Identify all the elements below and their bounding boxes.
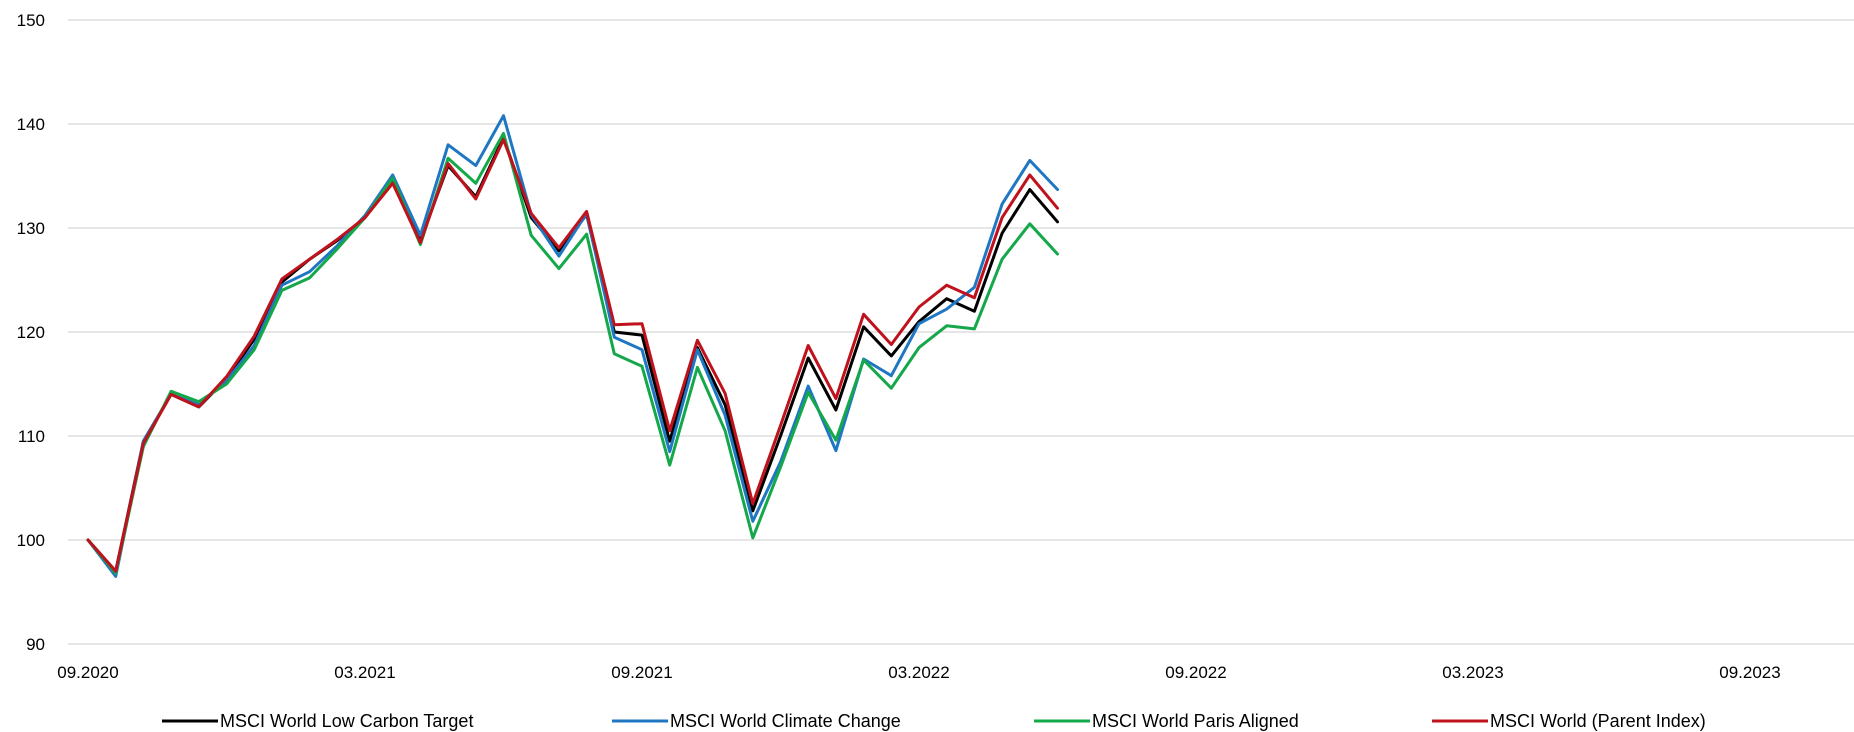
y-tick-label: 140 xyxy=(17,115,45,134)
plot-series xyxy=(86,114,1059,578)
y-tick-label: 100 xyxy=(17,531,45,550)
legend-item: MSCI World Low Carbon Target xyxy=(162,711,473,731)
y-tick-label: 150 xyxy=(17,11,45,30)
x-tick-label: 09.2022 xyxy=(1165,663,1226,682)
y-tick-label: 90 xyxy=(26,635,45,654)
legend: MSCI World Low Carbon Target MSCI World C… xyxy=(162,711,1706,731)
legend-label: MSCI World Paris Aligned xyxy=(1092,711,1299,731)
x-tick-label: 09.2021 xyxy=(611,663,672,682)
x-axis: 09.2020 03.2021 09.2021 03.2022 09.2022 03.20… xyxy=(57,663,1780,682)
y-axis: 90 100 110 120 130 140 150 xyxy=(17,11,45,654)
series-line-3 xyxy=(86,131,1059,575)
x-tick-label: 03.2021 xyxy=(334,663,395,682)
legend-item: MSCI World Climate Change xyxy=(612,711,901,731)
x-tick-label: 09.2023 xyxy=(1719,663,1780,682)
y-tick-label: 110 xyxy=(18,427,45,446)
series-line-4 xyxy=(86,138,1059,573)
legend-label: MSCI World Climate Change xyxy=(670,711,901,731)
x-tick-label: 09.2020 xyxy=(57,663,118,682)
legend-item: MSCI World Paris Aligned xyxy=(1034,711,1299,731)
x-tick-label: 03.2023 xyxy=(1442,663,1503,682)
y-tick-label: 130 xyxy=(17,219,45,238)
gridlines xyxy=(68,19,1854,645)
series-line-2 xyxy=(86,114,1059,578)
y-tick-label: 120 xyxy=(17,323,45,342)
x-tick-label: 03.2022 xyxy=(888,663,949,682)
series-line-1 xyxy=(86,136,1059,573)
legend-label: MSCI World (Parent Index) xyxy=(1490,711,1706,731)
legend-label: MSCI World Low Carbon Target xyxy=(220,711,473,731)
legend-item: MSCI World (Parent Index) xyxy=(1432,711,1706,731)
